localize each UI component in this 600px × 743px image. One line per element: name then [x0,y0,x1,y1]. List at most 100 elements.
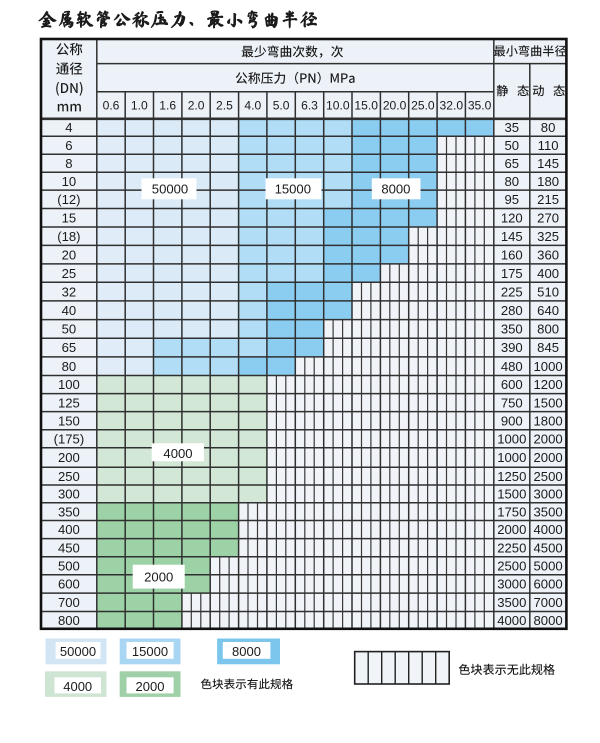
svg-text:35.0: 35.0 [468,99,492,113]
svg-text:280: 280 [501,303,523,318]
svg-text:50: 50 [62,322,77,337]
svg-text:175: 175 [501,266,523,281]
svg-text:10: 10 [62,174,77,189]
svg-text:5.0: 5.0 [273,99,290,113]
svg-text:80: 80 [62,359,77,374]
svg-text:250: 250 [58,469,80,484]
svg-text:(18): (18) [57,229,80,244]
svg-text:145: 145 [537,156,559,171]
svg-text:4000: 4000 [497,613,526,628]
svg-text:3000: 3000 [497,577,526,592]
svg-text:6.3: 6.3 [301,99,318,113]
svg-text:145: 145 [501,229,523,244]
svg-text:300: 300 [58,487,80,502]
svg-text:800: 800 [537,322,559,337]
svg-text:600: 600 [501,377,523,392]
svg-text:2000: 2000 [144,569,173,584]
svg-text:40: 40 [62,303,77,318]
svg-text:215: 215 [537,192,559,207]
svg-text:350: 350 [58,504,80,519]
svg-text:510: 510 [537,284,559,299]
svg-text:65: 65 [62,340,77,355]
svg-text:750: 750 [501,395,523,410]
svg-text:8000: 8000 [232,644,261,659]
svg-text:150: 150 [58,413,80,428]
svg-text:3000: 3000 [534,487,563,502]
svg-text:1.6: 1.6 [159,99,176,113]
svg-text:10.0: 10.0 [326,99,350,113]
svg-text:15: 15 [62,211,77,226]
svg-text:350: 350 [501,322,523,337]
svg-text:4500: 4500 [534,540,563,555]
svg-text:50000: 50000 [152,182,188,197]
svg-text:15000: 15000 [275,182,311,197]
svg-text:2000: 2000 [534,432,563,447]
svg-text:4000: 4000 [163,446,192,461]
svg-text:325: 325 [537,229,559,244]
svg-text:15000: 15000 [132,644,168,659]
svg-text:25.0: 25.0 [411,99,435,113]
svg-text:8: 8 [65,156,72,171]
svg-text:2500: 2500 [497,559,526,574]
svg-text:1500: 1500 [534,395,563,410]
svg-text:845: 845 [537,340,559,355]
svg-text:1.0: 1.0 [131,99,148,113]
svg-text:1000: 1000 [497,450,526,465]
svg-text:600: 600 [58,577,80,592]
svg-text:700: 700 [58,595,80,610]
svg-text:180: 180 [537,174,559,189]
svg-text:125: 125 [58,395,80,410]
svg-text:5000: 5000 [534,559,563,574]
svg-text:25: 25 [62,266,77,281]
svg-text:2000: 2000 [136,679,165,694]
svg-text:2.5: 2.5 [216,99,233,113]
svg-text:7000: 7000 [534,595,563,610]
svg-text:0.6: 0.6 [103,99,120,113]
svg-text:32: 32 [62,284,77,299]
svg-text:15.0: 15.0 [354,99,378,113]
svg-text:2250: 2250 [497,540,526,555]
svg-text:20.0: 20.0 [383,99,407,113]
svg-text:2.0: 2.0 [188,99,205,113]
svg-text:65: 65 [505,156,520,171]
svg-text:480: 480 [501,359,523,374]
svg-text:400: 400 [58,522,80,537]
svg-text:800: 800 [58,613,80,628]
svg-text:640: 640 [537,303,559,318]
svg-text:900: 900 [501,413,523,428]
svg-text:1000: 1000 [534,359,563,374]
svg-text:6000: 6000 [534,577,563,592]
svg-text:1200: 1200 [534,377,563,392]
svg-text:95: 95 [505,192,520,207]
svg-text:4000: 4000 [63,679,92,694]
svg-text:3500: 3500 [497,595,526,610]
svg-text:(12): (12) [57,192,80,207]
svg-text:20: 20 [62,247,77,262]
svg-text:2000: 2000 [534,450,563,465]
svg-text:400: 400 [537,266,559,281]
svg-text:50000: 50000 [60,644,96,659]
svg-text:110: 110 [538,138,559,153]
svg-text:35: 35 [505,120,520,135]
svg-text:4.0: 4.0 [244,99,261,113]
svg-text:500: 500 [58,559,80,574]
svg-text:6: 6 [65,138,72,153]
svg-text:4000: 4000 [534,522,563,537]
svg-text:(175): (175) [54,432,85,447]
svg-text:450: 450 [58,540,80,555]
svg-text:120: 120 [501,211,523,226]
svg-text:1500: 1500 [497,487,526,502]
svg-text:1000: 1000 [497,432,526,447]
svg-text:8000: 8000 [381,182,410,197]
svg-text:200: 200 [58,450,80,465]
svg-text:8000: 8000 [534,613,563,628]
svg-text:160: 160 [501,247,523,262]
svg-text:4: 4 [65,120,72,135]
svg-text:32.0: 32.0 [440,99,464,113]
svg-text:1750: 1750 [497,504,526,519]
svg-text:50: 50 [505,138,520,153]
svg-text:80: 80 [505,174,520,189]
svg-text:270: 270 [537,211,559,226]
svg-text:80: 80 [541,120,556,135]
svg-text:2000: 2000 [497,522,526,537]
